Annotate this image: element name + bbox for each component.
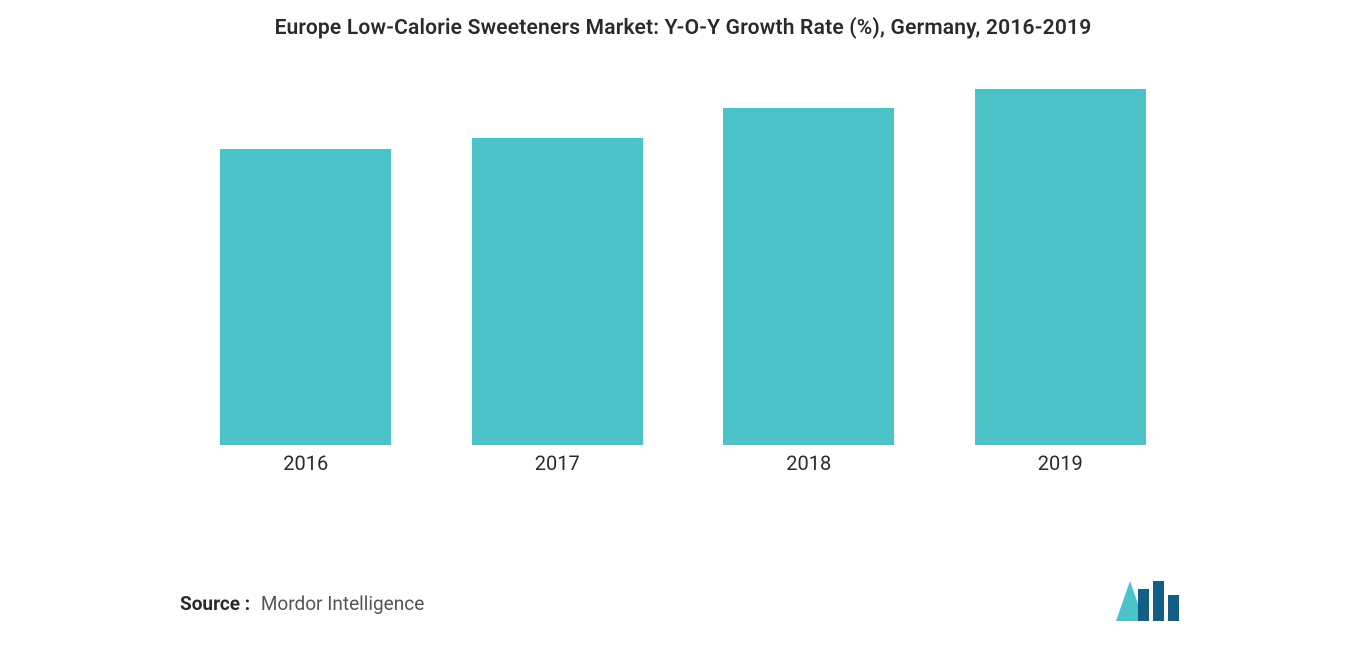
bar-2019 — [975, 89, 1146, 445]
source-value: Mordor Intelligence — [261, 592, 424, 615]
bars-group — [180, 70, 1186, 445]
bar-slot — [935, 70, 1187, 445]
bar-slot — [180, 70, 432, 445]
x-label: 2019 — [935, 451, 1187, 481]
plot-area: 2016 2017 2018 2019 — [180, 70, 1186, 475]
chart-container: Europe Low-Calorie Sweeteners Market: Y-… — [0, 0, 1366, 655]
bar-2018 — [723, 108, 894, 446]
x-label: 2018 — [683, 451, 935, 481]
bar-2016 — [220, 149, 391, 445]
logo-svg-group — [1116, 581, 1179, 621]
x-axis-labels: 2016 2017 2018 2019 — [180, 451, 1186, 481]
x-label: 2016 — [180, 451, 432, 481]
chart-title: Europe Low-Calorie Sweeteners Market: Y-… — [0, 16, 1366, 40]
source-footer: Source : Mordor Intelligence — [180, 592, 424, 615]
bar-2017 — [472, 138, 643, 446]
bar-slot — [683, 70, 935, 445]
x-label: 2017 — [432, 451, 684, 481]
bar-slot — [432, 70, 684, 445]
source-label: Source : — [180, 592, 250, 615]
mordor-logo-icon — [1116, 581, 1186, 625]
